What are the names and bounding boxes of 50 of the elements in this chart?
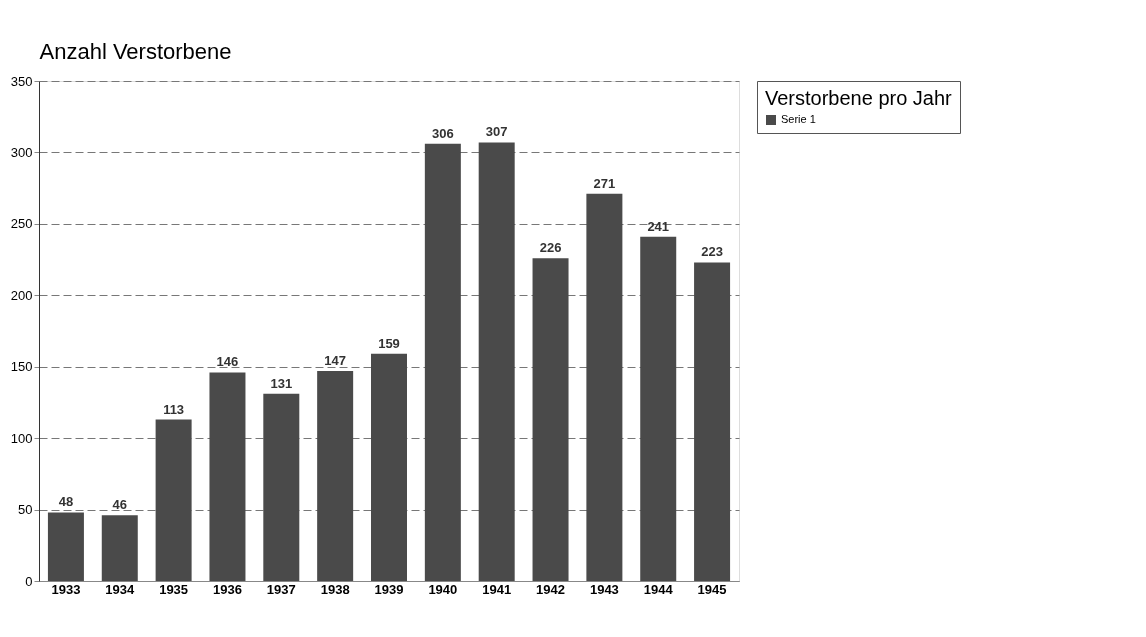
bar xyxy=(317,371,354,581)
y-tick-label: 300 xyxy=(10,144,33,160)
y-tick-label: 150 xyxy=(10,359,33,375)
y-tick-label: 100 xyxy=(10,430,33,446)
x-tick-label: 1945 xyxy=(697,581,727,597)
y-tick-label: 250 xyxy=(10,216,33,232)
x-tick-label: 1933 xyxy=(51,581,81,597)
data-label: 159 xyxy=(378,335,400,351)
x-tick-label: 1941 xyxy=(482,581,512,597)
x-tick-label: 1937 xyxy=(266,581,296,597)
data-label: 46 xyxy=(112,497,127,513)
bar xyxy=(694,262,731,581)
data-label: 113 xyxy=(163,401,185,417)
bar xyxy=(209,372,246,581)
legend-label: Serie 1 xyxy=(781,113,816,125)
bar xyxy=(101,515,138,581)
y-tick-label: 50 xyxy=(18,502,33,518)
data-label: 131 xyxy=(270,375,293,391)
data-label: 48 xyxy=(58,494,74,510)
x-tick-label: 1939 xyxy=(374,581,404,597)
x-tick-label: 1936 xyxy=(213,581,242,597)
y-tick-label: 0 xyxy=(25,573,33,589)
data-label: 306 xyxy=(431,125,454,141)
data-label: 241 xyxy=(647,218,670,234)
bar xyxy=(47,512,84,581)
bar xyxy=(640,236,677,581)
bar xyxy=(263,393,300,581)
x-tick-label: 1934 xyxy=(105,581,135,597)
x-tick-label: 1943 xyxy=(589,581,619,597)
bar xyxy=(532,258,569,581)
data-label: 146 xyxy=(216,354,239,370)
data-label: 307 xyxy=(485,124,508,140)
x-tick-label: 1940 xyxy=(428,581,458,597)
legend-title: Verstorbene pro Jahr xyxy=(765,87,953,109)
y-tick-label: 200 xyxy=(10,287,33,303)
bar xyxy=(424,143,461,581)
x-tick-label: 1935 xyxy=(159,581,189,597)
data-label: 226 xyxy=(539,240,562,256)
bar xyxy=(586,193,623,581)
x-tick-label: 1938 xyxy=(320,581,350,597)
bar xyxy=(155,419,192,581)
bar xyxy=(371,353,407,581)
bar xyxy=(478,142,515,581)
data-label: 147 xyxy=(324,353,347,368)
x-tick-label: 1944 xyxy=(643,581,674,597)
data-label: 223 xyxy=(701,244,723,260)
y-axis-title: Anzahl Verstorbene xyxy=(39,38,232,64)
y-tick-label: 350 xyxy=(10,73,33,89)
x-tick-label: 1942 xyxy=(536,581,565,597)
data-label: 271 xyxy=(593,175,616,191)
